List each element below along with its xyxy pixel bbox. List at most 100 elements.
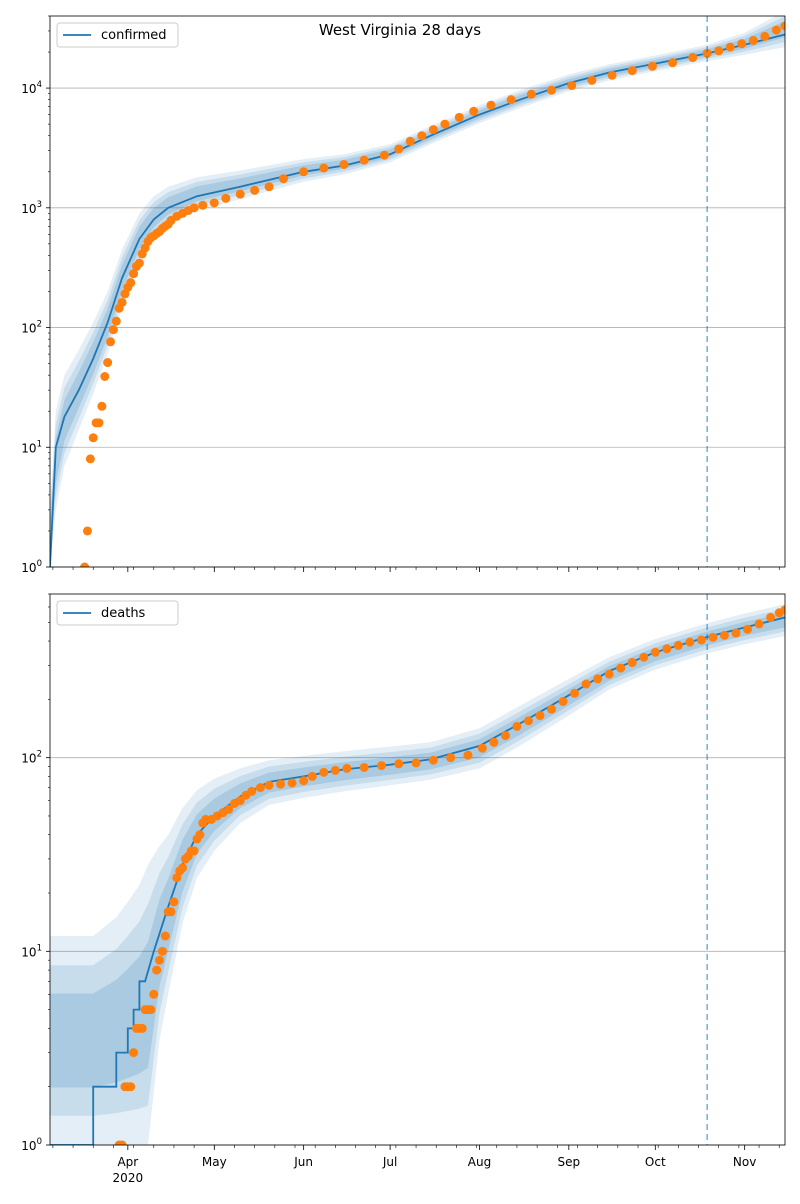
- observed-point: [506, 95, 516, 105]
- legend-box: [56, 22, 179, 48]
- observed-point: [155, 955, 165, 965]
- observed-point: [714, 46, 724, 56]
- observed-point: [307, 771, 317, 781]
- observed-point: [535, 711, 545, 721]
- y-tick-label: 101: [21, 943, 42, 959]
- uncertainty-band: [50, 21, 785, 552]
- observed-point: [160, 931, 170, 941]
- y-tick-label: 102: [21, 750, 42, 766]
- observed-point: [489, 737, 499, 747]
- x-tick-label: May: [202, 1155, 227, 1169]
- observed-point: [149, 989, 159, 999]
- observed-point: [85, 454, 95, 464]
- observed-point: [224, 804, 234, 814]
- observed-point: [106, 337, 116, 347]
- observed-point: [157, 946, 167, 956]
- observed-point: [417, 131, 427, 141]
- observed-point: [587, 75, 597, 85]
- legend-box: [56, 600, 179, 626]
- observed-point: [719, 630, 729, 640]
- observed-point: [500, 731, 510, 741]
- observed-point: [688, 53, 698, 63]
- observed-point: [760, 31, 770, 41]
- observed-point: [108, 325, 118, 335]
- observed-point: [604, 669, 614, 679]
- observed-point: [299, 776, 309, 786]
- plot-area: [50, 604, 785, 1145]
- observed-point: [405, 136, 415, 146]
- observed-point: [780, 21, 785, 31]
- deaths-panel: 100 101 102 Apr 2020 May Jun Jul Aug Sep Oct Nov dea…: [21, 593, 786, 1185]
- observed-point: [394, 144, 404, 154]
- y-tick-label: 100: [21, 559, 42, 575]
- observed-point: [97, 401, 107, 411]
- observed-point: [359, 762, 369, 772]
- observed-point: [440, 119, 450, 129]
- confirmed-panel: 100 101 102 103 104 confirmed: [21, 15, 786, 575]
- observed-point: [126, 1082, 136, 1092]
- axes-frame: [49, 593, 786, 1146]
- uncertainty-band: [50, 608, 785, 1116]
- x-tick-label: Oct: [645, 1155, 666, 1169]
- observed-point: [117, 297, 127, 307]
- observed-point: [567, 81, 577, 91]
- observed-point: [754, 619, 764, 629]
- observed-point: [287, 778, 297, 788]
- x-tick-label: Jul: [382, 1155, 397, 1169]
- observed-point: [477, 743, 487, 753]
- y-tick-label: 101: [21, 439, 42, 455]
- observed-point: [685, 637, 695, 647]
- observed-point: [607, 70, 617, 80]
- x-tick-sublabel: 2020: [113, 1171, 144, 1185]
- observed-point: [748, 35, 758, 45]
- legend: confirmed: [56, 22, 179, 48]
- observed-point: [250, 185, 260, 195]
- observed-point: [299, 167, 309, 177]
- uncertainty-band: [50, 16, 785, 560]
- observed-point: [129, 269, 139, 279]
- observed-point: [235, 796, 245, 806]
- y-tick-label: 102: [21, 320, 42, 336]
- observed-point: [255, 783, 265, 793]
- observed-point: [547, 85, 557, 95]
- observed-point: [100, 372, 110, 382]
- observed-point: [235, 189, 245, 199]
- observed-point: [166, 907, 176, 917]
- y-tick-label: 100: [21, 1137, 42, 1153]
- figure-title: West Virginia 28 days: [318, 21, 482, 39]
- legend: deaths: [56, 600, 179, 626]
- x-tick-label: Apr: [117, 1155, 138, 1169]
- observed-point: [80, 562, 90, 567]
- observed-point: [673, 640, 683, 650]
- observed-point: [428, 125, 438, 135]
- observed-point: [766, 612, 776, 622]
- observed-point: [780, 605, 785, 615]
- observed-point: [394, 759, 404, 769]
- observed-point: [342, 763, 352, 773]
- observed-point: [708, 632, 718, 642]
- observed-point: [379, 150, 389, 160]
- observed-point: [725, 42, 735, 52]
- observed-point: [178, 863, 188, 873]
- observed-point: [639, 652, 649, 662]
- observed-point: [88, 433, 98, 443]
- observed-point: [198, 200, 208, 210]
- observed-point: [558, 696, 568, 706]
- observed-point: [702, 48, 712, 58]
- observed-point: [209, 198, 219, 208]
- observed-point: [330, 765, 340, 775]
- y-tick-label: 104: [21, 80, 42, 96]
- observed-point: [339, 160, 349, 170]
- x-tick-label: Jun: [293, 1155, 313, 1169]
- observed-point: [512, 721, 522, 731]
- observed-point: [247, 786, 257, 796]
- observed-point: [743, 624, 753, 634]
- x-tick-label: Aug: [468, 1155, 491, 1169]
- observed-point: [221, 193, 231, 203]
- observed-point: [593, 674, 603, 684]
- observed-point: [278, 174, 288, 184]
- observed-point: [696, 635, 706, 645]
- observed-point: [411, 758, 421, 768]
- observed-point: [172, 873, 182, 883]
